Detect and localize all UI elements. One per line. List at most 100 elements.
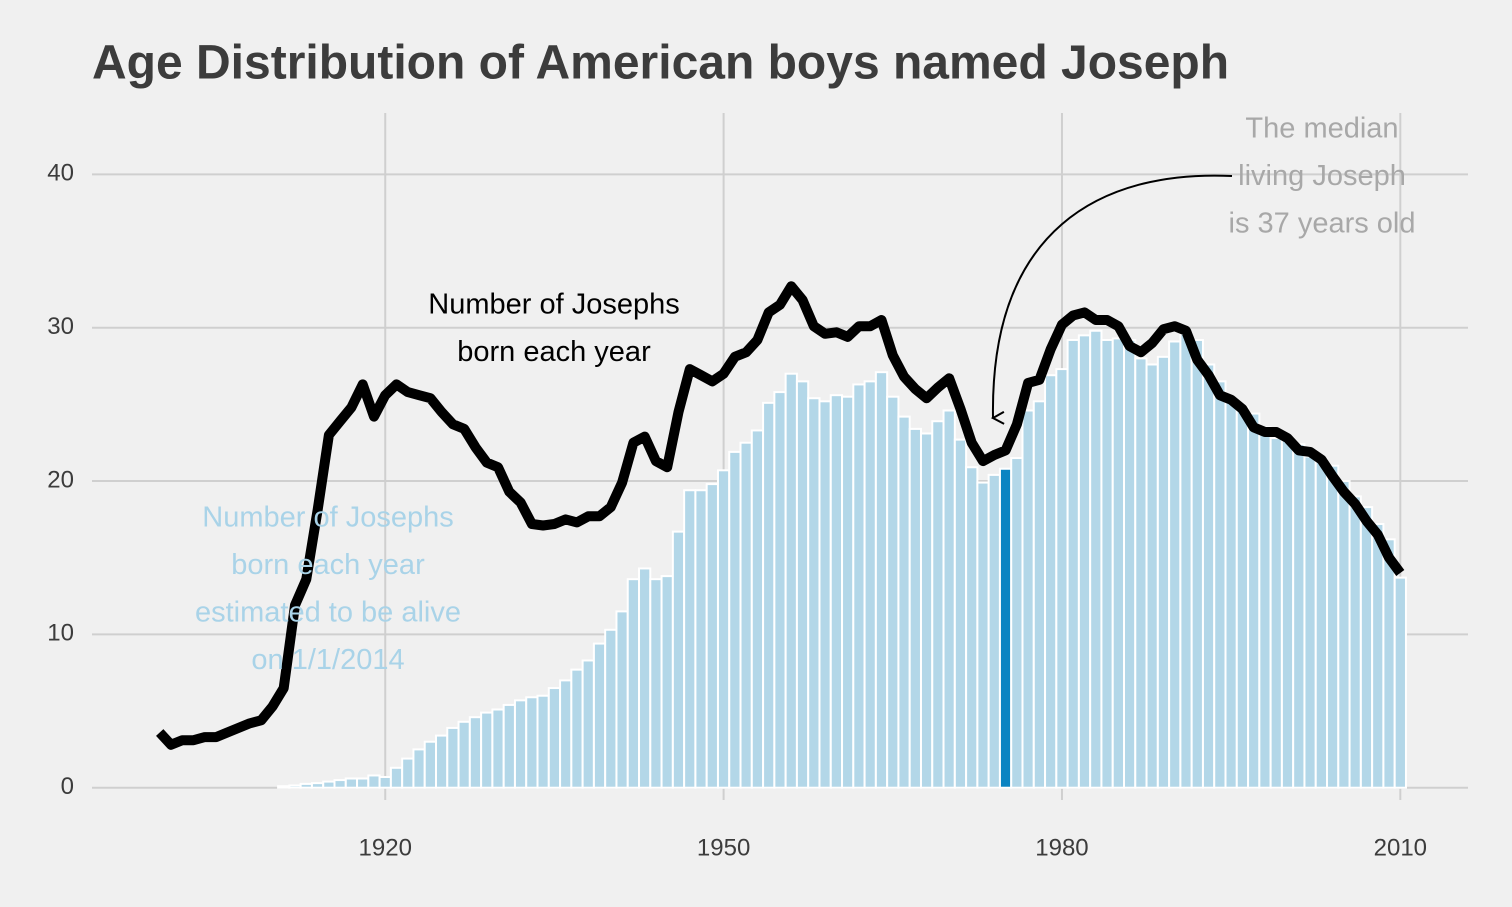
bar — [1089, 329, 1103, 789]
bar — [773, 391, 787, 789]
bar — [491, 708, 505, 789]
annotation: The median — [1245, 113, 1398, 145]
bar — [1168, 340, 1182, 789]
line — [156, 281, 1405, 750]
bar — [288, 784, 302, 789]
bar — [513, 699, 528, 789]
bar — [1032, 400, 1047, 789]
y-tick-label: 20 — [47, 466, 74, 493]
bar — [942, 409, 956, 789]
bar — [1326, 464, 1340, 789]
bar — [1111, 337, 1126, 789]
bar — [762, 401, 776, 789]
bars — [277, 329, 1407, 789]
y-tick-label: 30 — [47, 313, 74, 340]
bar — [1179, 332, 1193, 789]
bar — [435, 734, 449, 789]
y-tick-label: 10 — [47, 620, 74, 647]
bar — [1247, 412, 1261, 789]
annotation: Number of Josephs — [202, 502, 453, 534]
bar — [1100, 338, 1114, 789]
bar — [1213, 380, 1227, 789]
bar — [570, 668, 584, 789]
bar — [852, 383, 866, 789]
bar — [536, 694, 550, 789]
bar — [998, 467, 1013, 789]
bar — [1134, 357, 1148, 789]
bar — [863, 380, 877, 789]
bar — [1371, 522, 1385, 789]
bar — [818, 400, 832, 789]
bar — [356, 777, 370, 789]
annotation: living Joseph — [1238, 160, 1406, 192]
bar — [683, 489, 697, 789]
bar — [310, 782, 325, 789]
bar — [581, 659, 595, 789]
bar — [525, 696, 539, 789]
bar — [1145, 363, 1159, 789]
bar — [457, 720, 471, 789]
annotation: is 37 years old — [1229, 208, 1416, 240]
bar — [1269, 437, 1283, 789]
bar — [807, 397, 821, 789]
bar — [1201, 363, 1216, 789]
bar — [1055, 368, 1069, 789]
bar — [874, 371, 889, 789]
line-layer — [156, 281, 1405, 750]
bar — [1382, 538, 1396, 789]
bar — [705, 483, 719, 789]
bar — [1337, 480, 1351, 789]
bar — [784, 372, 798, 789]
bar — [401, 757, 415, 789]
bar — [829, 394, 844, 789]
bar — [547, 687, 562, 789]
bar — [423, 740, 438, 789]
bar — [976, 481, 990, 789]
bar — [897, 415, 911, 789]
bar — [1156, 355, 1171, 789]
bar — [412, 748, 426, 789]
x-tick-label: 2010 — [1374, 834, 1427, 861]
bar — [592, 642, 607, 789]
bar — [322, 780, 336, 789]
bar — [739, 441, 753, 789]
labels: 0 10 20 30 40 1920 1950 1980 2010 Number of Josep… — [47, 113, 1427, 862]
bar — [367, 774, 381, 789]
annotation: Number of Josephs — [428, 289, 679, 321]
bar — [886, 395, 900, 789]
bar — [919, 432, 934, 789]
bar — [1348, 495, 1362, 789]
bar — [1292, 443, 1306, 789]
arrow — [993, 174, 1233, 418]
bar — [931, 420, 945, 789]
chart-title: Age Distribution of American boys named … — [92, 37, 1229, 90]
bar — [649, 578, 663, 789]
bar — [1044, 374, 1058, 789]
bar — [1303, 455, 1317, 789]
bar — [1021, 409, 1035, 789]
bar — [660, 575, 674, 789]
bar — [716, 469, 731, 789]
bar — [795, 380, 810, 789]
bar — [344, 777, 359, 789]
bar — [502, 703, 516, 789]
annotation: born each year — [457, 336, 651, 368]
bar — [1280, 437, 1295, 789]
bar — [277, 785, 291, 789]
bar — [638, 567, 652, 789]
bar — [446, 726, 460, 789]
bar — [953, 438, 968, 789]
annotation: estimated to be alive — [195, 597, 461, 629]
annotation: born each year — [231, 549, 425, 581]
bar — [1258, 426, 1272, 789]
y-tick-label: 40 — [47, 160, 74, 187]
bar — [480, 711, 494, 789]
bar — [965, 466, 979, 789]
bar — [626, 578, 641, 789]
bar — [1123, 338, 1137, 789]
bar — [604, 628, 618, 789]
x-tick-label: 1920 — [359, 834, 412, 861]
bar — [559, 679, 573, 789]
annotation: on 1/1/2014 — [251, 644, 404, 676]
